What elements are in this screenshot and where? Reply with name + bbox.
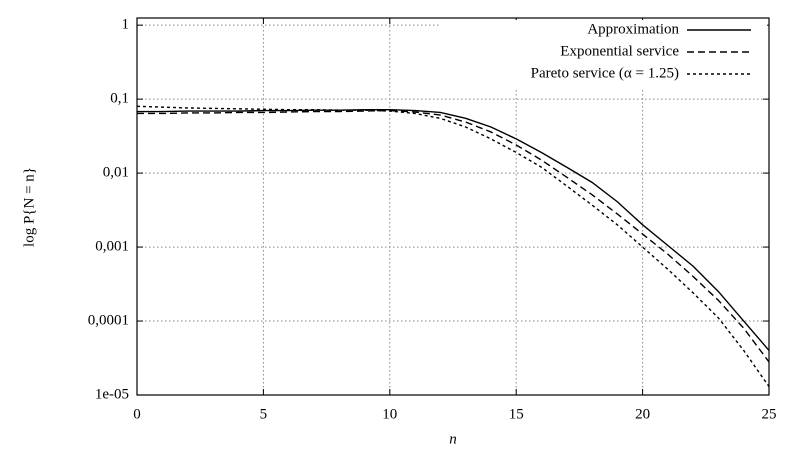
legend-label: Pareto service (α = 1.25): [531, 65, 679, 81]
y-tick-label: 0,001: [95, 239, 129, 255]
x-tick-label: 10: [382, 406, 397, 422]
x-axis-label: n: [449, 431, 457, 447]
y-tick-label: 0,0001: [88, 312, 129, 328]
plot-frame: [136, 17, 770, 396]
legend-background: [440, 20, 767, 89]
y-tick-label: 1e-05: [95, 386, 129, 402]
y-tick-label: 1: [122, 17, 130, 33]
x-tick-label: 5: [260, 406, 268, 422]
x-tick-label: 0: [133, 406, 141, 422]
series-line: [137, 108, 770, 351]
series-line: [136, 105, 770, 387]
legend-label: Exponential service: [560, 43, 679, 59]
x-tick-label: 15: [509, 406, 524, 422]
y-tick-label: 0,01: [103, 165, 129, 181]
x-tick-label: 25: [762, 406, 777, 422]
y-axis-label: log P{N = n}: [21, 167, 37, 247]
y-tick-label: 0,1: [110, 91, 129, 107]
legend-label: Approximation: [587, 21, 679, 37]
series-line: [137, 109, 770, 363]
x-tick-label: 20: [635, 406, 650, 422]
